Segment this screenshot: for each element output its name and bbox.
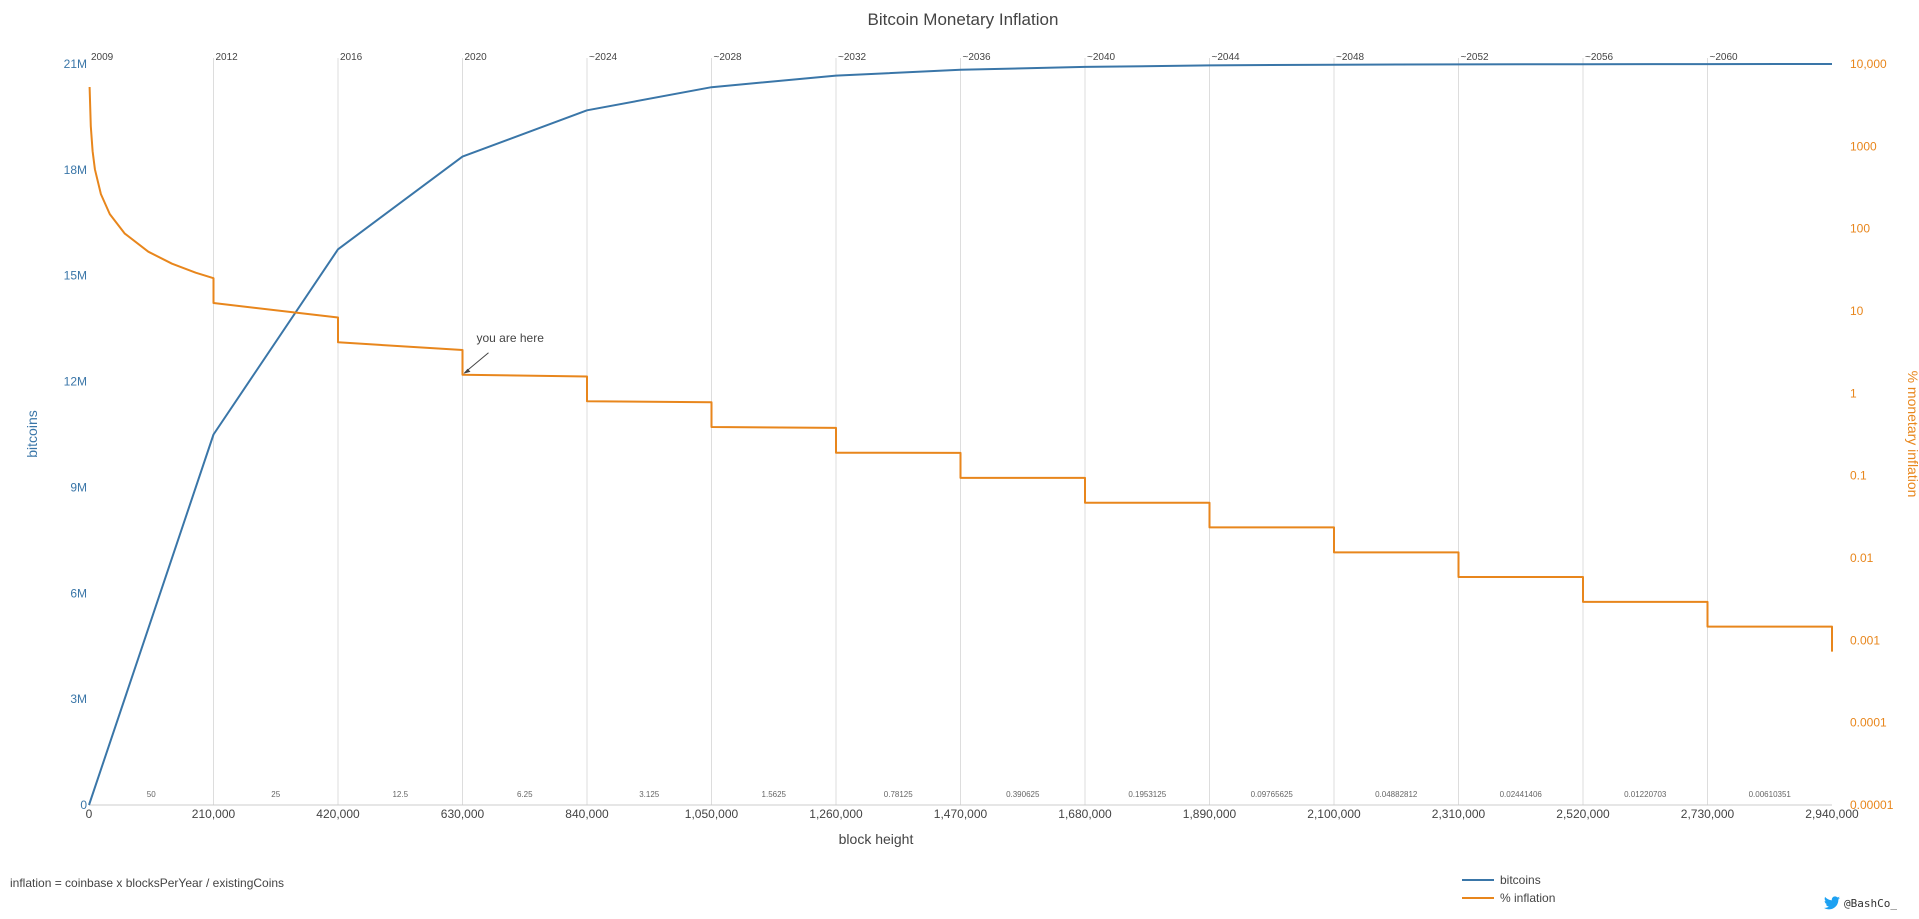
year-marker-label: ~2040	[1087, 52, 1116, 63]
bitcoins-series-line	[88, 63, 1833, 806]
right-axis-label: % monetary inflation	[1905, 371, 1919, 498]
block-reward-label: 0.02441406	[1500, 790, 1543, 799]
right-y-axis: 0.00001 0.0001 0.001 0.01 0.1 1 10 100 1000 10,00…	[1850, 57, 1894, 812]
year-marker-label: 2009	[91, 52, 114, 63]
block-reward-label: 0.00610351	[1749, 790, 1792, 799]
x-tick-label: 420,000	[316, 807, 360, 821]
block-reward-label: 25	[271, 790, 280, 799]
right-tick-label: 0.1	[1850, 469, 1867, 483]
right-tick-label: 0.0001	[1850, 716, 1887, 730]
inflation-series-line	[88, 86, 1833, 652]
year-marker-label: ~2052	[1461, 52, 1490, 63]
block-reward-label: 12.5	[392, 790, 408, 799]
x-tick-label: 2,520,000	[1556, 807, 1610, 821]
year-marker-label: ~2028	[714, 52, 743, 63]
annotation-label: you are here	[477, 331, 545, 345]
chart-title: Bitcoin Monetary Inflation	[868, 10, 1059, 29]
block-reward-label: 0.1953125	[1128, 790, 1166, 799]
block-reward-label: 50	[147, 790, 156, 799]
x-tick-label: 2,940,000	[1805, 807, 1859, 821]
left-tick-label: 3M	[70, 692, 87, 706]
formula-footnote: inflation = coinbase x blocksPerYear / e…	[10, 876, 285, 890]
x-tick-label: 0	[86, 807, 93, 821]
annotation: you are here	[463, 331, 545, 374]
year-marker-label: ~2060	[1710, 52, 1739, 63]
right-tick-label: 10,000	[1850, 57, 1887, 71]
block-reward-label: 0.09765625	[1251, 790, 1294, 799]
author-credit[interactable]: @BashCo_	[1824, 896, 1897, 910]
x-tick-label: 210,000	[192, 807, 236, 821]
block-reward-label: 0.78125	[884, 790, 913, 799]
x-tick-label: 2,100,000	[1307, 807, 1361, 821]
x-tick-label: 840,000	[565, 807, 609, 821]
left-tick-label: 9M	[70, 480, 87, 494]
annotation-arrow	[464, 352, 489, 374]
year-marker-label: 2020	[465, 52, 488, 63]
x-tick-label: 1,890,000	[1183, 807, 1237, 821]
annotation-arrowhead	[463, 368, 471, 374]
year-marker-label: ~2036	[963, 52, 992, 63]
block-reward-label: 1.5625	[762, 790, 787, 799]
legend-label: % inflation	[1500, 891, 1555, 905]
year-marker-label: 2012	[216, 52, 239, 63]
left-tick-label: 18M	[64, 163, 87, 177]
right-tick-label: 0.00001	[1850, 798, 1894, 812]
legend: bitcoins % inflation	[1462, 873, 1555, 905]
x-tick-label: 1,050,000	[685, 807, 739, 821]
left-tick-label: 6M	[70, 586, 87, 600]
x-tick-label: 1,260,000	[809, 807, 863, 821]
left-y-axis: 0 3M 6M 9M 12M 15M 18M 21M	[64, 57, 88, 812]
credit-handle: @BashCo_	[1844, 896, 1897, 910]
series-lines	[88, 63, 1833, 806]
year-marker-label: ~2024	[589, 52, 618, 63]
legend-label: bitcoins	[1500, 873, 1541, 887]
x-axis: 0 210,000 420,000 630,000 840,000 1,050,000 1,…	[86, 807, 1859, 821]
x-tick-label: 1,470,000	[934, 807, 988, 821]
left-tick-label: 0	[80, 798, 87, 812]
year-marker-label: ~2044	[1212, 52, 1241, 63]
block-reward-label: 6.25	[517, 790, 533, 799]
block-reward-label: 0.01220703	[1624, 790, 1667, 799]
left-axis-label: bitcoins	[24, 410, 40, 457]
twitter-bird-icon	[1824, 896, 1841, 910]
year-marker-label: ~2048	[1336, 52, 1365, 63]
block-reward-label: 3.125	[639, 790, 660, 799]
x-tick-label: 2,310,000	[1432, 807, 1486, 821]
year-marker-label: ~2032	[838, 52, 867, 63]
right-tick-label: 0.001	[1850, 633, 1880, 647]
right-tick-label: 100	[1850, 222, 1870, 236]
right-tick-label: 1000	[1850, 139, 1877, 153]
x-tick-label: 2,730,000	[1681, 807, 1735, 821]
x-tick-label: 1,680,000	[1058, 807, 1112, 821]
x-tick-label: 630,000	[441, 807, 485, 821]
year-markers: 2009 2012 2016 2020 ~2024 ~2028 ~2032 ~2036 ~204…	[91, 52, 1738, 63]
right-tick-label: 1	[1850, 386, 1857, 400]
left-tick-label: 12M	[64, 375, 87, 389]
left-tick-label: 21M	[64, 57, 87, 71]
year-marker-label: ~2056	[1585, 52, 1614, 63]
right-tick-label: 10	[1850, 304, 1864, 318]
gridlines	[89, 58, 1832, 806]
left-tick-label: 15M	[64, 269, 87, 283]
block-reward-label: 0.390625	[1006, 790, 1040, 799]
year-marker-label: 2016	[340, 52, 363, 63]
x-axis-label: block height	[839, 831, 914, 847]
block-reward-label: 0.04882812	[1375, 790, 1418, 799]
right-tick-label: 0.01	[1850, 551, 1874, 565]
reward-labels: 50 25 12.5 6.25 3.125 1.5625 0.78125 0.390625 0.…	[147, 790, 1792, 799]
